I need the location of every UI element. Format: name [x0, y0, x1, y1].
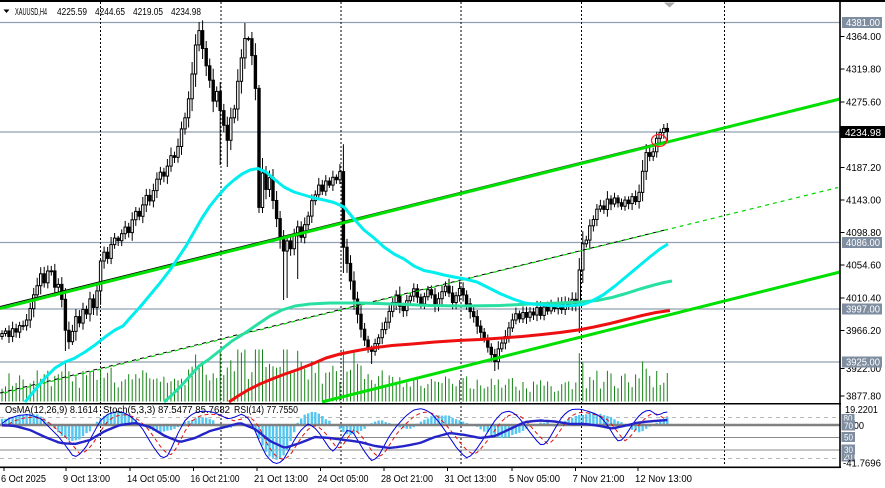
svg-text:4234.98: 4234.98 — [171, 7, 201, 18]
svg-text:12 Nov 13:00: 12 Nov 13:00 — [635, 474, 692, 485]
svg-text:3922.00: 3922.00 — [846, 364, 881, 375]
svg-text:4381.00: 4381.00 — [846, 18, 880, 29]
svg-text:4234.98: 4234.98 — [845, 128, 881, 139]
svg-text:4187.20: 4187.20 — [846, 163, 881, 174]
svg-text:80: 80 — [844, 414, 853, 424]
svg-text:31 Oct 13:00: 31 Oct 13:00 — [445, 474, 497, 485]
svg-text:RSI(14) 77.7550: RSI(14) 77.7550 — [234, 405, 298, 416]
svg-text:3877.80: 3877.80 — [846, 392, 881, 403]
svg-text:3925.00: 3925.00 — [846, 358, 880, 369]
svg-text:-41.7696: -41.7696 — [843, 459, 881, 470]
svg-text:4219.05: 4219.05 — [133, 7, 163, 18]
svg-text:4054.60: 4054.60 — [846, 261, 881, 272]
svg-text:24 Oct 05:00: 24 Oct 05:00 — [318, 474, 369, 485]
svg-text:7 Nov 21:00: 7 Nov 21:00 — [573, 474, 625, 485]
svg-text:50: 50 — [844, 433, 853, 443]
svg-text:4225.59: 4225.59 — [57, 7, 87, 18]
svg-text:XAUUSD,H4: XAUUSD,H4 — [15, 7, 47, 18]
svg-text:OsMA(12,26,9) 8.1614: OsMA(12,26,9) 8.1614 — [5, 405, 98, 416]
svg-text:4244.65: 4244.65 — [95, 7, 125, 18]
svg-text:4364.00: 4364.00 — [846, 32, 881, 43]
svg-text:6 Oct 2025: 6 Oct 2025 — [1, 474, 46, 485]
svg-text:30: 30 — [844, 445, 853, 455]
svg-text:5 Nov 05:00: 5 Nov 05:00 — [509, 474, 560, 485]
svg-text:14 Oct 05:00: 14 Oct 05:00 — [127, 474, 180, 485]
svg-text:9 Oct 13:00: 9 Oct 13:00 — [63, 474, 110, 485]
svg-text:20: 20 — [844, 452, 853, 462]
svg-text:21 Oct 13:00: 21 Oct 13:00 — [254, 474, 308, 485]
svg-text:4143.00: 4143.00 — [846, 196, 881, 207]
svg-text:70: 70 — [844, 421, 853, 431]
svg-text:4275.60: 4275.60 — [846, 98, 881, 109]
svg-text:16 Oct 21:00: 16 Oct 21:00 — [191, 474, 240, 485]
svg-text:4319.80: 4319.80 — [846, 65, 881, 76]
svg-text:19.2201: 19.2201 — [845, 405, 878, 416]
svg-text:3966.20: 3966.20 — [846, 326, 881, 337]
svg-text:Stoch(5,3,3) 87.5477 85.7682: Stoch(5,3,3) 87.5477 85.7682 — [103, 405, 230, 416]
svg-text:28 Oct 21:00: 28 Oct 21:00 — [381, 474, 433, 485]
svg-text:4010.40: 4010.40 — [846, 294, 881, 305]
svg-text:4098.80: 4098.80 — [846, 228, 881, 239]
svg-text:0.00: 0.00 — [846, 421, 864, 432]
svg-text:4086.00: 4086.00 — [846, 238, 880, 249]
svg-text:3997.00: 3997.00 — [846, 305, 880, 316]
